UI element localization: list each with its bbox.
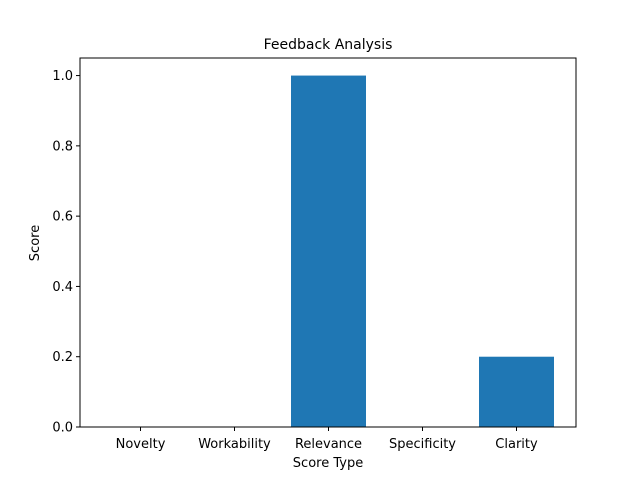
y-tick-label: 1.0: [52, 69, 73, 84]
x-tick-label: Relevance: [295, 437, 362, 452]
x-axis-ticks: Novelty Workability Relevance Specificity Cl…: [116, 427, 538, 452]
y-axis-label: Score: [28, 225, 43, 261]
bar-clarity: [479, 356, 554, 427]
y-axis-ticks: 0.0 0.2 0.4 0.6 0.8 1.0: [52, 69, 80, 436]
y-tick-label: 0.2: [52, 350, 73, 365]
y-tick-label: 0.0: [52, 421, 73, 436]
chart-title: Feedback Analysis: [264, 37, 393, 53]
x-tick-label: Clarity: [495, 437, 538, 452]
x-axis-label: Score Type: [293, 456, 363, 471]
x-tick-label: Specificity: [389, 437, 456, 452]
bar-relevance: [291, 75, 366, 427]
x-tick-label: Novelty: [116, 437, 166, 452]
y-tick-label: 0.8: [52, 139, 73, 154]
x-tick-label: Workability: [198, 437, 271, 452]
y-tick-label: 0.4: [52, 280, 73, 295]
bars-layer: [291, 75, 554, 427]
y-tick-label: 0.6: [52, 210, 73, 225]
